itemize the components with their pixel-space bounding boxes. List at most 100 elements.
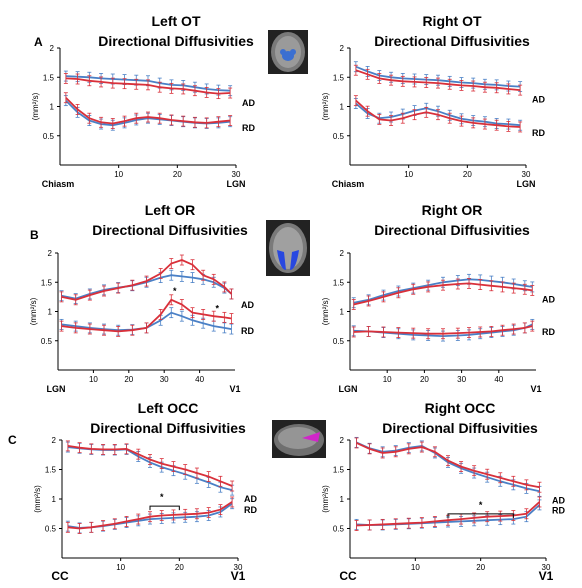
chart-panel: Left OCC Directional Diffusivities 0.5 1 1.5… — [33, 400, 257, 583]
y-axis-label: (mm²/s) — [31, 92, 40, 120]
x-tick-label: 20 — [463, 170, 472, 179]
y-axis-label: (mm²/s) — [321, 297, 330, 325]
x-tick-label: 10 — [114, 170, 123, 179]
series-line-rd-red — [67, 501, 233, 530]
series-label-ad: AD — [244, 494, 257, 504]
y-tick-label: 2 — [50, 44, 55, 53]
x-end-label: V1 — [530, 384, 541, 394]
chart-panel: Right OR Directional Diffusivities 0.5 1 1.5… — [321, 202, 555, 394]
y-tick-label: 1 — [50, 103, 55, 112]
chart-title: Right OR — [422, 202, 483, 218]
x-end-label: LGN — [517, 179, 536, 189]
x-end-label: V1 — [229, 384, 240, 394]
x-start-label: LGN — [47, 384, 66, 394]
x-tick-label: 30 — [160, 375, 169, 384]
y-tick-label: 1 — [52, 495, 57, 504]
x-tick-label: 20 — [175, 563, 184, 572]
x-tick-label: 30 — [232, 170, 241, 179]
y-tick-label: 1 — [48, 308, 53, 317]
x-tick-label: 30 — [542, 563, 551, 572]
x-tick-label: 10 — [116, 563, 125, 572]
x-tick-label: 20 — [476, 563, 485, 572]
y-tick-label: 0.5 — [333, 337, 345, 346]
y-tick-label: 1.5 — [333, 73, 345, 82]
chart-panel: Right OT Directional Diffusivities 0.5 1 1.5… — [321, 13, 545, 189]
y-tick-label: 1 — [340, 495, 345, 504]
y-axis-label: (mm²/s) — [321, 485, 330, 513]
chart-subtitle: Directional Diffusivities — [98, 33, 254, 49]
brain-sagittal-occ-icon — [272, 420, 326, 458]
y-tick-label: 1 — [340, 103, 345, 112]
chart-subtitle: Directional Diffusivities — [90, 420, 246, 436]
series-line-rd-blue — [61, 311, 232, 332]
y-axis-label: (mm²/s) — [29, 297, 38, 325]
y-tick-label: 0.5 — [41, 337, 53, 346]
chart-title: Left OR — [145, 202, 196, 218]
series-label-rd: RD — [241, 326, 254, 336]
x-tick-label: 30 — [457, 375, 466, 384]
panel-label-a: A — [34, 35, 43, 49]
x-tick-label: 30 — [234, 563, 243, 572]
chart-subtitle: Directional Diffusivities — [92, 222, 248, 238]
panel-label-c: C — [8, 433, 17, 447]
y-tick-label: 0.5 — [43, 132, 55, 141]
significance-marker: * — [173, 286, 177, 296]
chart-title: Left OT — [152, 13, 201, 29]
x-start-label: Chiasm — [42, 179, 75, 189]
chart-subtitle: Directional Diffusivities — [382, 420, 538, 436]
x-tick-label: 10 — [404, 170, 413, 179]
chart-subtitle: Directional Diffusivities — [374, 222, 530, 238]
x-tick-label: 40 — [494, 375, 503, 384]
x-tick-label: 20 — [173, 170, 182, 179]
x-start-label: CC — [51, 569, 69, 583]
x-end-label: LGN — [227, 179, 246, 189]
x-tick-label: 20 — [420, 375, 429, 384]
y-tick-label: 2 — [340, 249, 345, 258]
x-tick-label: 20 — [124, 375, 133, 384]
series-label-rd: RD — [532, 128, 545, 138]
y-tick-label: 0.5 — [333, 525, 345, 534]
series-label-rd: RD — [542, 327, 555, 337]
series-line-rd-red — [353, 325, 533, 335]
panel-label-b: B — [30, 228, 39, 242]
y-axis-label: (mm²/s) — [33, 485, 42, 513]
series-line-ad-red — [355, 69, 521, 91]
series-label-ad: AD — [542, 295, 555, 305]
x-end-label: V1 — [539, 569, 554, 583]
y-tick-label: 2 — [340, 44, 345, 53]
y-tick-label: 1.5 — [333, 278, 345, 287]
x-start-label: Chiasm — [332, 179, 365, 189]
y-tick-label: 2 — [52, 436, 57, 445]
significance-marker: * — [160, 492, 164, 502]
series-line-ad-red — [67, 445, 233, 487]
series-label-ad: AD — [241, 300, 254, 310]
y-axis-label: (mm²/s) — [321, 92, 330, 120]
x-start-label: LGN — [339, 384, 358, 394]
series-label-ad: AD — [552, 495, 565, 505]
x-tick-label: 10 — [383, 375, 392, 384]
significance-bracket — [149, 505, 180, 511]
chart-title: Right OCC — [425, 400, 496, 416]
significance-marker: * — [479, 500, 483, 510]
series-line-rd-red — [356, 501, 541, 527]
y-tick-label: 1.5 — [333, 466, 345, 475]
y-tick-label: 1 — [340, 308, 345, 317]
chart-title: Right OT — [422, 13, 482, 29]
series-line-rd-red — [61, 298, 232, 333]
series-line-ad-red — [356, 442, 540, 489]
series-line-rd-red — [355, 99, 521, 128]
y-tick-label: 0.5 — [333, 132, 345, 141]
series-line-ad-red — [65, 77, 231, 95]
y-tick-label: 1.5 — [41, 278, 53, 287]
chart-subtitle: Directional Diffusivities — [374, 33, 530, 49]
x-tick-label: 10 — [411, 563, 420, 572]
brain-axial-ot-icon — [268, 30, 308, 74]
x-tick-label: 40 — [195, 375, 204, 384]
x-tick-label: 10 — [89, 375, 98, 384]
chart-title: Left OCC — [138, 400, 199, 416]
series-label-ad: AD — [242, 98, 255, 108]
y-tick-label: 1.5 — [43, 73, 55, 82]
chart-panel: Left OR Directional Diffusivities 0.5 1 1.5 2… — [29, 202, 254, 394]
chart-panel: Right OCC Directional Diffusivities 0.5 1 1.… — [321, 400, 565, 583]
